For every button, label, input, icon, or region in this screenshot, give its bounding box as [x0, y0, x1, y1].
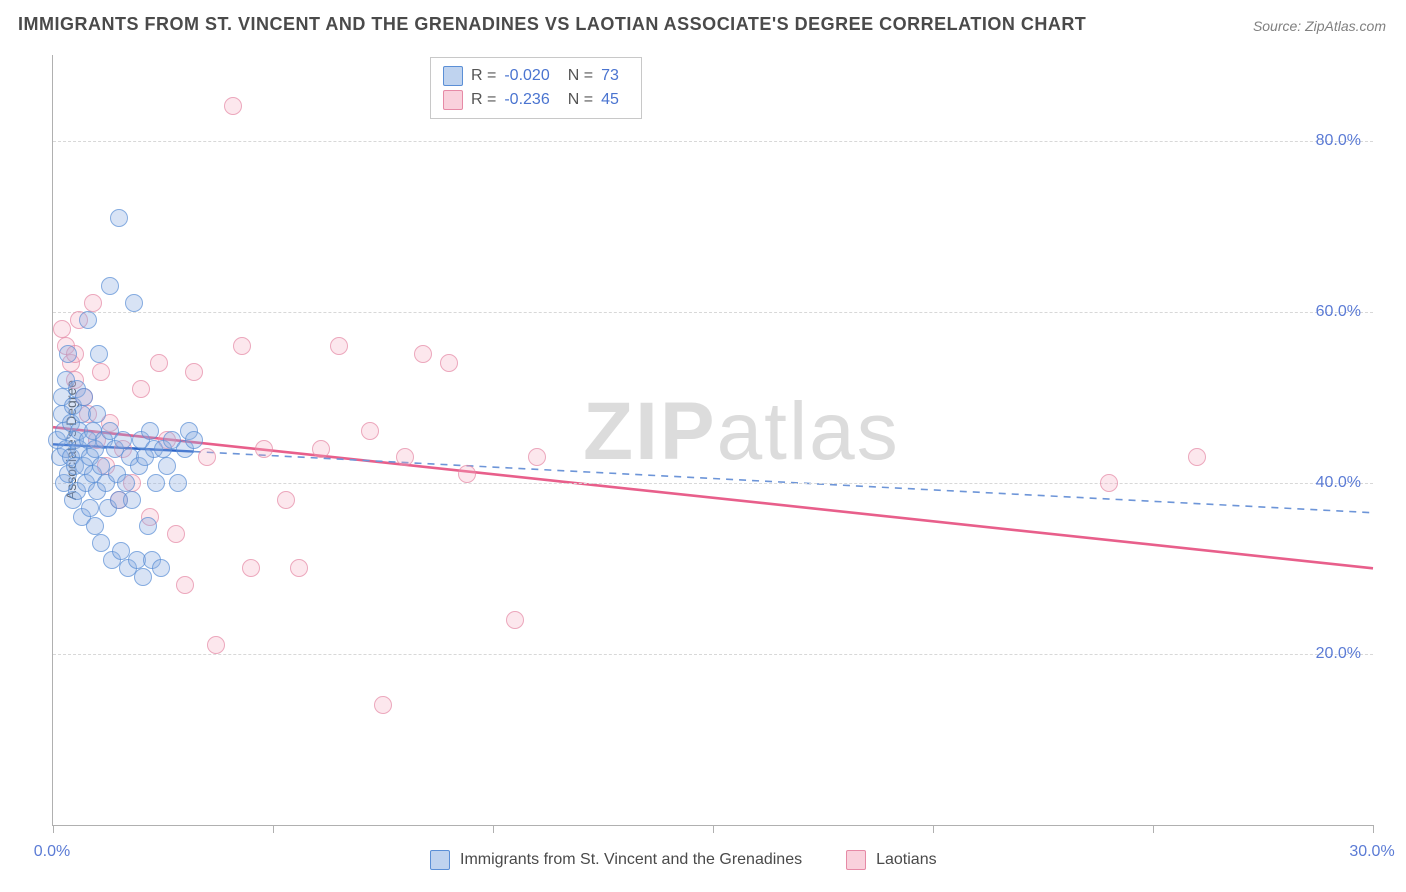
source-attribution: Source: ZipAtlas.com — [1253, 18, 1386, 34]
data-point — [132, 380, 150, 398]
n-label: N = — [568, 88, 593, 112]
data-point — [169, 474, 187, 492]
data-point — [233, 337, 251, 355]
data-point — [414, 345, 432, 363]
n-label: N = — [568, 64, 593, 88]
r-value-blue: -0.020 — [504, 64, 549, 88]
data-point — [506, 611, 524, 629]
data-point — [53, 320, 71, 338]
data-point — [528, 448, 546, 466]
swatch-blue — [430, 850, 450, 870]
data-point — [125, 294, 143, 312]
data-point — [88, 405, 106, 423]
data-point — [152, 559, 170, 577]
y-tick-label: 20.0% — [1316, 645, 1361, 663]
gridline — [53, 483, 1373, 484]
gridline — [53, 654, 1373, 655]
correlation-legend: R = -0.020 N = 73 R = -0.236 N = 45 — [430, 57, 642, 119]
data-point — [90, 345, 108, 363]
legend-label-pink: Laotians — [876, 851, 937, 869]
data-point — [458, 465, 476, 483]
r-value-pink: -0.236 — [504, 88, 549, 112]
x-tick — [273, 825, 274, 833]
chart-title: IMMIGRANTS FROM ST. VINCENT AND THE GREN… — [18, 14, 1086, 35]
data-point — [290, 559, 308, 577]
swatch-pink — [846, 850, 866, 870]
data-point — [101, 277, 119, 295]
data-point — [255, 440, 273, 458]
data-point — [207, 636, 225, 654]
data-point — [361, 422, 379, 440]
data-point — [185, 431, 203, 449]
data-point — [92, 363, 110, 381]
gridline — [53, 141, 1373, 142]
data-point — [1188, 448, 1206, 466]
y-tick-label: 60.0% — [1316, 303, 1361, 321]
data-point — [312, 440, 330, 458]
n-value-blue: 73 — [601, 64, 619, 88]
data-point — [141, 422, 159, 440]
swatch-pink — [443, 90, 463, 110]
data-point — [374, 696, 392, 714]
gridline — [53, 312, 1373, 313]
data-point — [198, 448, 216, 466]
x-tick — [1373, 825, 1374, 833]
trend-lines-layer — [53, 55, 1373, 825]
plot-area: Associate's Degree ZIPatlas 20.0%40.0%60… — [52, 55, 1373, 826]
x-tick — [53, 825, 54, 833]
data-point — [167, 525, 185, 543]
x-tick — [1153, 825, 1154, 833]
data-point — [139, 517, 157, 535]
x-tick — [933, 825, 934, 833]
data-point — [1100, 474, 1118, 492]
legend-row-pink: R = -0.236 N = 45 — [443, 88, 629, 112]
data-point — [110, 209, 128, 227]
y-tick-label: 80.0% — [1316, 132, 1361, 150]
r-label: R = — [471, 88, 496, 112]
data-point — [84, 294, 102, 312]
legend-row-blue: R = -0.020 N = 73 — [443, 64, 629, 88]
data-point — [117, 474, 135, 492]
data-point — [75, 388, 93, 406]
data-point — [114, 431, 132, 449]
legend-label-blue: Immigrants from St. Vincent and the Gren… — [460, 851, 802, 869]
x-tick — [493, 825, 494, 833]
watermark: ZIPatlas — [583, 385, 900, 479]
data-point — [330, 337, 348, 355]
data-point — [123, 491, 141, 509]
data-point — [224, 97, 242, 115]
data-point — [147, 474, 165, 492]
swatch-blue — [443, 66, 463, 86]
data-point — [277, 491, 295, 509]
data-point — [150, 354, 168, 372]
x-tick — [713, 825, 714, 833]
data-point — [396, 448, 414, 466]
data-point — [81, 499, 99, 517]
data-point — [158, 457, 176, 475]
data-point — [92, 534, 110, 552]
n-value-pink: 45 — [601, 88, 619, 112]
data-point — [86, 517, 104, 535]
data-point — [134, 568, 152, 586]
data-point — [79, 311, 97, 329]
data-point — [185, 363, 203, 381]
data-point — [242, 559, 260, 577]
data-point — [176, 576, 194, 594]
data-point — [59, 345, 77, 363]
x-tick-label: 0.0% — [34, 843, 70, 861]
y-tick-label: 40.0% — [1316, 474, 1361, 492]
r-label: R = — [471, 64, 496, 88]
x-tick-label: 30.0% — [1349, 843, 1394, 861]
series-legend: Immigrants from St. Vincent and the Gren… — [430, 850, 937, 870]
data-point — [440, 354, 458, 372]
